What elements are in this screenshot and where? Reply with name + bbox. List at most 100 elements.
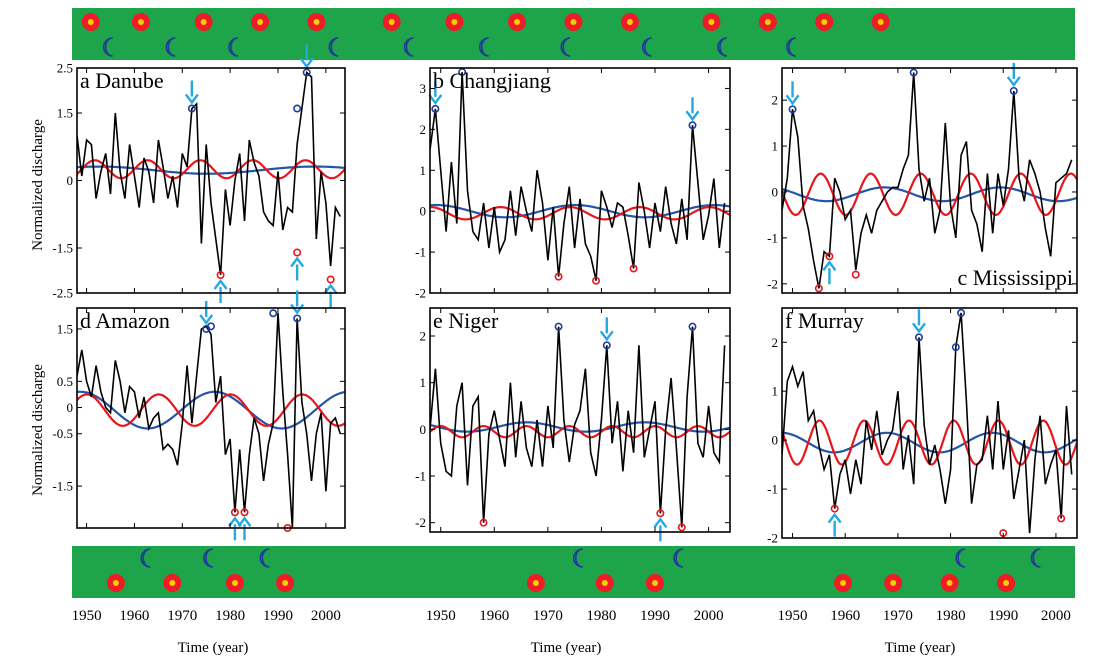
x-tick-label: 1980: [586, 608, 616, 624]
x-tick-label: 1970: [167, 608, 197, 624]
x-axis-label-middle: Time (year): [531, 640, 602, 656]
panel-frame: [76, 307, 346, 529]
band-icons: [81, 13, 1041, 592]
high-event-marker: [957, 308, 966, 317]
panel-d: -1.5 -0.5 0 0.5 1.5 d Amazon: [52, 290, 346, 541]
arrow-icon: [822, 260, 837, 271]
sun-icon-center: [840, 580, 847, 586]
x-tick-label: 1950: [426, 608, 456, 624]
sun-icon-center: [821, 19, 828, 25]
plot-area: [782, 72, 1077, 289]
sun-icon-center: [169, 580, 176, 586]
low-event-marker: [479, 518, 488, 527]
arrow-icon: [653, 517, 668, 529]
x-tick-label: 2000: [694, 608, 724, 624]
arrow-icon: [912, 322, 926, 334]
arrow-icon: [299, 57, 314, 69]
high-event-marker: [187, 104, 196, 113]
arrow-icon: [323, 283, 338, 295]
y-tick-label: 2.5: [57, 61, 73, 76]
x-tick-label: 1950: [778, 608, 808, 624]
panel-title: d Amazon: [80, 308, 170, 333]
sun-icon-center: [946, 580, 953, 586]
low-event-marker: [825, 252, 834, 261]
plot-area: [77, 313, 345, 528]
sun-icon-center: [282, 580, 289, 586]
blue-series-line: [77, 390, 345, 430]
moon-icon: [478, 37, 489, 57]
arrow-icon: [685, 110, 700, 122]
bottom-band: [72, 546, 1075, 598]
y-tick-label: 1: [420, 163, 427, 178]
sun-icon-center: [651, 580, 658, 586]
observed-series-line: [430, 72, 726, 281]
high-event-marker: [554, 322, 563, 331]
high-event-marker: [302, 68, 311, 77]
y-tick-label: 0.5: [57, 374, 73, 389]
moon-icon: [717, 37, 728, 57]
panels: -2.5 -1.5 0 1.5 2.5 a Danube -2 -1 0 1 2 3 b Changji…: [52, 44, 1078, 546]
y-tick-label: -1: [767, 482, 778, 497]
low-event-marker: [230, 508, 239, 517]
observed-series-line: [77, 70, 341, 276]
y-tick-label: 1: [772, 384, 779, 399]
high-event-marker: [458, 68, 467, 77]
low-event-marker: [592, 276, 601, 285]
moon-icon: [641, 37, 652, 57]
panel-title: b Changjiang: [433, 68, 551, 93]
y-tick-label: -0.5: [52, 426, 73, 441]
sun-icon-center: [570, 19, 577, 25]
x-tick-label: 1960: [119, 608, 149, 624]
panel-title: e Niger: [433, 308, 499, 333]
y-axis-label-top: Normalized discharge: [30, 119, 46, 251]
sun-icon-center: [313, 19, 320, 25]
panel-frame: [781, 67, 1078, 294]
plot-area: [430, 326, 730, 528]
high-event-marker: [602, 341, 611, 350]
x-tick-label: 2000: [311, 608, 341, 624]
arrow-icon: [1006, 76, 1021, 87]
plot-area: [77, 70, 345, 276]
y-tick-label: -2: [415, 515, 426, 530]
x-tick-label: 1990: [988, 608, 1018, 624]
y-tick-label: 1.5: [57, 321, 73, 336]
y-tick-label: 1: [420, 375, 427, 390]
sun-icon-center: [601, 580, 608, 586]
panel-c: -2 -1 0 1 2 c Mississippi: [767, 62, 1078, 294]
moon-icon: [786, 37, 797, 57]
high-event-marker: [207, 322, 216, 331]
sun-icon-center: [532, 580, 539, 586]
low-event-marker: [554, 272, 563, 281]
arrow-icon: [237, 516, 252, 528]
high-event-marker: [431, 104, 440, 113]
sun-icon-center: [877, 19, 884, 25]
low-event-marker: [851, 270, 860, 279]
moon-icon: [560, 37, 571, 57]
red-series-line: [77, 159, 345, 180]
high-event-marker: [293, 314, 302, 323]
high-event-marker: [688, 322, 697, 331]
x-tick-label: 2000: [1041, 608, 1071, 624]
y-tick-label: -2.5: [52, 286, 73, 301]
observed-series-line: [782, 72, 1073, 289]
sun-icon-center: [137, 19, 144, 25]
y-tick-label: 2: [420, 329, 427, 344]
high-event-marker: [688, 121, 697, 130]
x-tick-label: 1950: [72, 608, 102, 624]
high-event-marker: [951, 343, 960, 352]
x-axis-label-left: Time (year): [178, 640, 249, 656]
y-tick-label: -2: [415, 286, 426, 301]
red-series-line: [782, 419, 1077, 466]
sun-icon-center: [626, 19, 633, 25]
x-tick-label: 1990: [640, 608, 670, 624]
sun-icon-center: [112, 580, 119, 586]
y-tick-label: 0: [67, 400, 74, 415]
high-event-marker: [1009, 86, 1018, 95]
x-tick-label: 1990: [263, 608, 293, 624]
arrow-icon: [290, 303, 305, 315]
y-tick-label: 2: [420, 122, 427, 137]
y-tick-label: -1.5: [52, 479, 73, 494]
panel-frame: [781, 307, 1078, 539]
y-tick-label: -1.5: [52, 241, 73, 256]
arrow-icon: [428, 94, 443, 105]
